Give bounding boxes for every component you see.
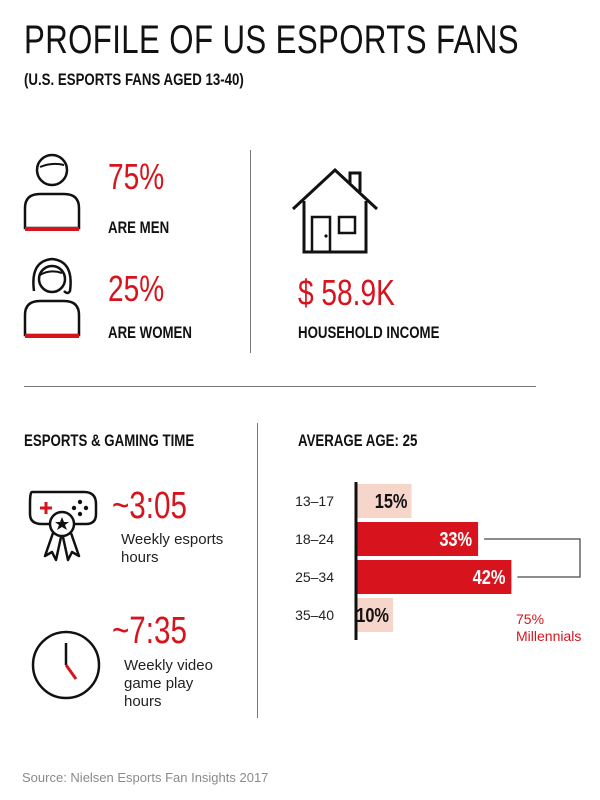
age-value-label: 10% bbox=[356, 603, 389, 626]
age-bar-18–24 bbox=[356, 522, 479, 556]
age-distribution-chart: 13–17 15% 18–24 33% 25–34 42% 35–40 10% bbox=[295, 482, 581, 640]
women-label: ARE WOMEN bbox=[108, 323, 192, 342]
income-value: $ 58.9K bbox=[298, 272, 395, 313]
esports-hours-value: ~3:05 bbox=[112, 485, 188, 527]
page-title: PROFILE OF US ESPORTS FANS bbox=[24, 18, 520, 62]
video-hours-label-line1: Weekly video bbox=[124, 657, 213, 674]
age-value-label: 33% bbox=[439, 527, 472, 550]
average-age-heading: AVERAGE AGE: 25 bbox=[298, 431, 418, 450]
millennials-percentage: 75% bbox=[516, 611, 545, 627]
men-percentage: 75% bbox=[108, 156, 165, 197]
age-category-label: 13–17 bbox=[295, 493, 334, 509]
income-label: HOUSEHOLD INCOME bbox=[298, 323, 440, 342]
male-person-icon bbox=[23, 153, 81, 231]
gaming-time-heading: ESPORTS & GAMING TIME bbox=[24, 431, 195, 450]
video-hours-value: ~7:35 bbox=[112, 610, 188, 652]
video-hours-label-line2: game play bbox=[124, 675, 194, 692]
men-label: ARE MEN bbox=[108, 218, 170, 237]
millennials-bracket bbox=[484, 538, 581, 578]
game-controller-award-icon bbox=[28, 490, 98, 562]
age-bar-25–34 bbox=[356, 560, 512, 594]
page-subtitle: (U.S. ESPORTS FANS AGED 13-40) bbox=[24, 70, 244, 89]
age-value-label: 42% bbox=[473, 565, 506, 588]
women-percentage: 25% bbox=[108, 268, 165, 309]
bottom-vertical-divider bbox=[257, 423, 258, 718]
top-vertical-divider bbox=[250, 150, 251, 353]
age-category-label: 35–40 bbox=[295, 607, 334, 623]
age-bar-35–40 bbox=[356, 598, 393, 632]
age-bar-13–17 bbox=[356, 484, 412, 518]
house-icon bbox=[291, 167, 379, 254]
millennials-label: Millennials bbox=[516, 628, 582, 644]
video-hours-label-line3: hours bbox=[124, 693, 162, 710]
clock-icon bbox=[31, 630, 101, 700]
video-hours-label: Weekly video game play hours bbox=[124, 657, 213, 711]
female-person-icon bbox=[23, 257, 81, 338]
esports-hours-label: Weekly esports hours bbox=[121, 531, 223, 567]
age-category-label: 18–24 bbox=[295, 531, 334, 547]
source-note: Source: Nielsen Esports Fan Insights 201… bbox=[22, 770, 269, 785]
horizontal-divider bbox=[24, 386, 536, 387]
esports-hours-label-line1: Weekly esports bbox=[121, 531, 224, 548]
age-category-label: 25–34 bbox=[295, 569, 334, 585]
age-value-label: 15% bbox=[375, 489, 408, 512]
esports-hours-label-line2: hours bbox=[121, 549, 159, 566]
millennials-annotation: 75% Millennials bbox=[516, 611, 581, 645]
